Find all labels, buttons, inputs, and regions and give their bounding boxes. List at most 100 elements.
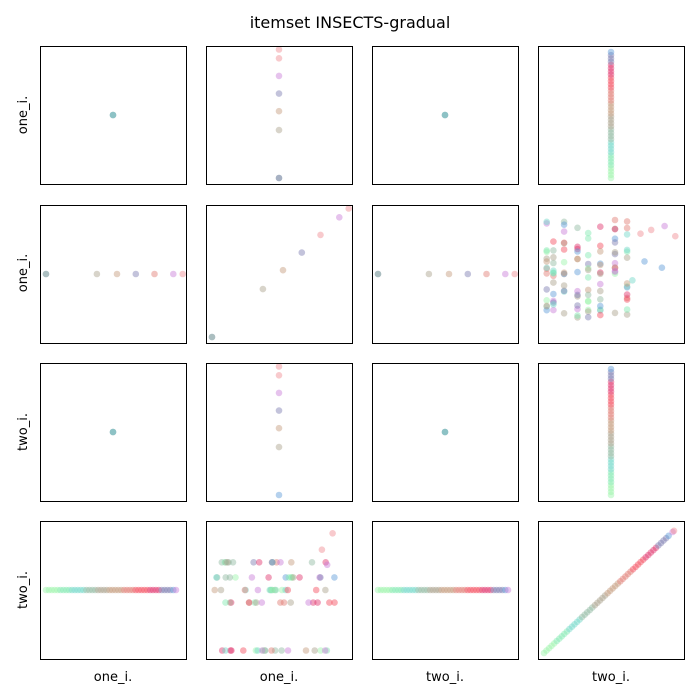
data-point <box>607 410 615 418</box>
data-point <box>623 246 631 254</box>
data-point <box>543 255 550 262</box>
data-point <box>511 270 518 278</box>
data-point <box>109 586 116 594</box>
data-point <box>45 586 53 594</box>
data-point <box>275 372 283 379</box>
data-point <box>312 586 320 594</box>
data-point <box>623 296 631 303</box>
data-point <box>560 282 568 289</box>
data-point <box>611 250 619 258</box>
panel-frame <box>206 363 353 502</box>
data-point <box>250 559 257 566</box>
data-point <box>607 171 615 179</box>
data-point <box>277 559 284 566</box>
data-point <box>619 575 627 583</box>
data-point <box>607 81 615 88</box>
data-point <box>607 452 615 460</box>
data-point <box>597 307 604 314</box>
data-point <box>229 559 237 566</box>
panel-r3-c0 <box>40 521 187 660</box>
data-point <box>275 443 283 451</box>
data-point <box>560 228 568 235</box>
data-point <box>545 644 553 652</box>
data-point <box>48 586 56 594</box>
data-point <box>323 647 331 654</box>
data-point <box>42 270 50 278</box>
data-point <box>54 586 61 594</box>
data-point <box>109 111 117 119</box>
data-point <box>225 559 232 566</box>
data-point <box>284 647 292 654</box>
data-point <box>607 488 615 496</box>
data-point <box>607 475 615 483</box>
data-point <box>584 229 592 237</box>
data-point <box>584 313 592 321</box>
points-group <box>275 363 283 499</box>
data-point <box>611 270 619 278</box>
data-point <box>560 239 568 247</box>
data-point <box>594 599 601 607</box>
data-point <box>222 559 230 566</box>
data-point <box>331 599 338 606</box>
data-point <box>271 647 279 654</box>
data-point <box>227 647 234 654</box>
data-point <box>611 249 619 256</box>
data-point <box>607 440 615 447</box>
col-label-1: one_i. <box>260 670 298 685</box>
data-point <box>374 270 382 278</box>
data-point <box>280 599 288 606</box>
data-point <box>597 242 604 250</box>
data-point <box>632 563 639 571</box>
data-point <box>395 586 402 594</box>
data-point <box>152 586 160 594</box>
col-label-3: two_i. <box>592 670 630 685</box>
data-point <box>543 647 550 654</box>
data-point <box>650 546 657 554</box>
data-point <box>259 647 266 654</box>
data-point <box>607 462 615 470</box>
data-point <box>275 174 283 182</box>
data-point <box>607 68 615 75</box>
data-point <box>583 609 591 616</box>
points-group <box>109 111 117 119</box>
data-point <box>543 303 550 310</box>
data-point <box>607 430 615 437</box>
data-point <box>275 107 283 115</box>
data-point <box>461 586 469 594</box>
data-point <box>607 48 615 56</box>
data-point <box>607 71 615 78</box>
panel-r3-c3 <box>538 521 685 660</box>
data-point <box>597 287 604 295</box>
data-point <box>222 647 229 654</box>
data-point <box>655 542 662 549</box>
panel-frame <box>40 521 187 660</box>
data-point <box>611 309 619 317</box>
points-group <box>540 527 678 657</box>
data-point <box>574 305 581 313</box>
data-point <box>599 594 606 602</box>
data-point <box>584 260 592 268</box>
data-point <box>607 394 615 402</box>
data-point <box>607 100 615 107</box>
row-label-0: one_i. <box>16 96 31 134</box>
panel-r0-c1 <box>206 46 353 185</box>
data-point <box>607 152 615 159</box>
panel-r1-c3 <box>538 205 685 344</box>
data-point <box>275 174 283 182</box>
data-point <box>389 586 396 594</box>
data-point <box>275 407 283 414</box>
data-point <box>429 586 437 594</box>
panel-r2-c0 <box>40 363 187 502</box>
data-point <box>329 530 336 537</box>
data-point <box>425 270 433 278</box>
data-point <box>282 574 290 581</box>
data-point <box>109 428 117 436</box>
data-point <box>556 635 563 642</box>
data-point <box>323 561 331 569</box>
data-point <box>241 586 249 594</box>
data-point <box>94 586 102 594</box>
data-point <box>607 456 615 463</box>
data-point <box>607 414 615 421</box>
data-point <box>607 459 615 467</box>
points-group <box>275 46 283 182</box>
